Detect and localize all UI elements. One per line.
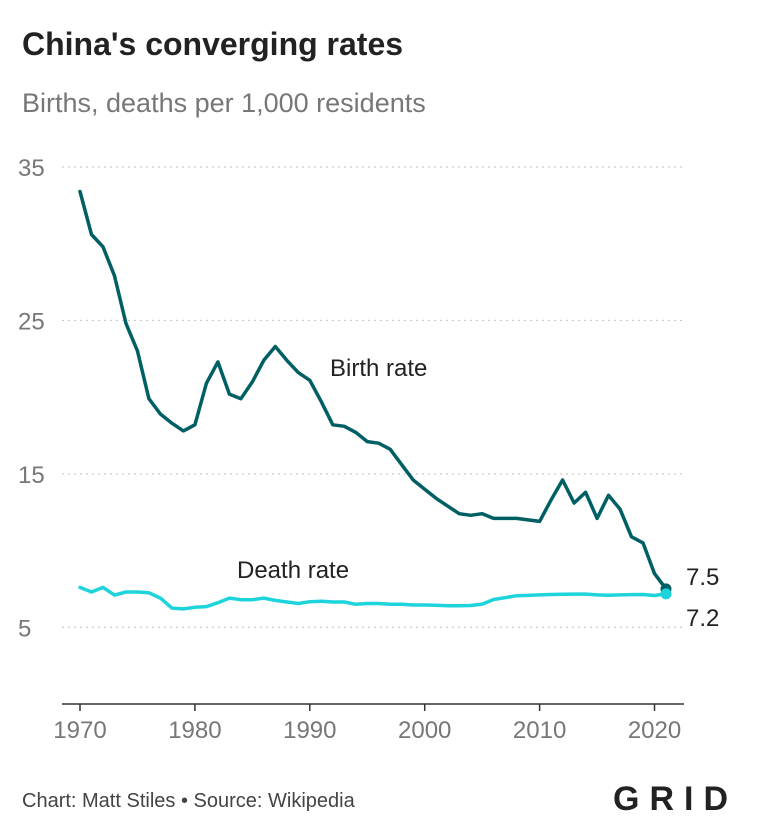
chart-subtitle: Births, deaths per 1,000 residents [22,88,426,118]
chart-credit: Chart: Matt Stiles [22,790,176,812]
death-rate-end-point [660,588,672,600]
x-axis-ticks: 1970 1980 1990 2000 2010 2020 [53,704,681,744]
y-tick-label: 5 [18,615,31,642]
x-tick-label: 2010 [513,717,566,744]
chart-footer: Chart: Matt Stiles • Source: Wikipedia [22,790,355,813]
birth-rate-label: Birth rate [330,355,427,382]
x-tick-label: 2020 [628,717,681,744]
chart-source: Source: Wikipedia [193,790,355,812]
x-tick-label: 1970 [53,717,106,744]
y-tick-label: 35 [18,155,45,182]
grid-logo: GRID [613,780,738,818]
x-tick-label: 1990 [283,717,336,744]
line-chart: 5 15 25 35 1970 1980 1990 2000 2010 2020 Birth r… [18,155,719,744]
birth-rate-line [78,189,668,591]
gridlines [62,166,684,628]
death-rate-label: Death rate [237,557,349,584]
series [78,189,672,611]
y-axis-ticks: 5 15 25 35 [18,155,45,642]
y-tick-label: 15 [18,462,45,489]
y-tick-label: 25 [18,308,45,335]
x-tick-label: 1980 [168,717,221,744]
series-labels: Birth rate Death rate 7.5 7.2 [237,355,719,632]
death-rate-end-value: 7.2 [686,605,719,632]
death-rate-line [78,585,668,611]
birth-rate-end-value: 7.5 [686,564,719,591]
chart-title: China's converging rates [22,26,404,62]
footer-separator: • [180,790,188,812]
x-tick-label: 2000 [398,717,451,744]
